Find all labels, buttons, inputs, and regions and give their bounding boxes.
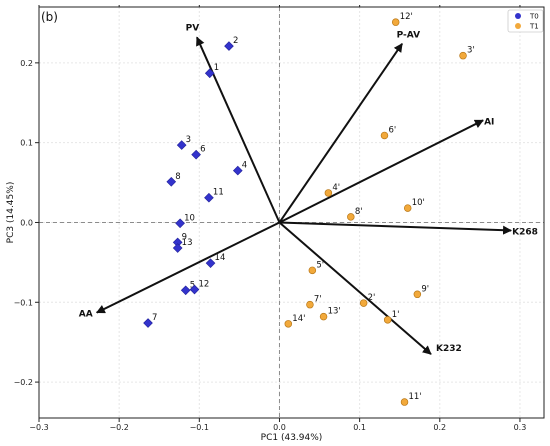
loading-label: PV — [186, 23, 200, 33]
axis-ticks: −0.3 −0.2 −0.1 0.0 0.1 0.2 0.3 −0.2 −0.1 0.0 0.1 0.… — [14, 5, 527, 432]
data-point-t1 — [324, 189, 333, 197]
plot-frame — [38, 6, 545, 419]
y-axis-label: PC3 (14.45%) — [6, 182, 16, 244]
x-axis-label: PC1 (43.94%) — [261, 433, 323, 443]
y-tick-label: −0.1 — [14, 298, 33, 307]
data-point-t0 — [143, 318, 153, 328]
point-label: 5 — [190, 280, 195, 290]
data-point-t1 — [380, 131, 389, 140]
data-point-t1 — [413, 290, 422, 299]
data-point-t0 — [224, 41, 234, 51]
point-label: 13' — [328, 307, 341, 317]
x-tick-label: 0.3 — [514, 423, 527, 432]
loading-label: AA — [79, 310, 93, 320]
loading-arrow — [279, 119, 484, 224]
data-point-t1 — [459, 51, 467, 60]
point-label: 1' — [392, 310, 400, 320]
point-label: 11 — [213, 188, 224, 198]
x-tick-label: −0.1 — [190, 423, 209, 432]
point-label: 2 — [233, 36, 238, 46]
point-label: 10' — [412, 198, 425, 208]
loading-arrow — [279, 221, 513, 235]
y-tick-label: 0.2 — [20, 59, 33, 68]
legend-swatch-t0 — [515, 13, 521, 19]
loading-label: K268 — [512, 227, 538, 237]
x-tick-label: 0.2 — [433, 423, 446, 432]
point-label: 3' — [467, 46, 475, 56]
data-point-t1 — [308, 266, 317, 275]
data-point-t0 — [191, 149, 201, 160]
data-point-t0 — [232, 165, 243, 176]
loading-arrow — [195, 36, 281, 223]
data-point-t0 — [176, 140, 187, 150]
x-tick-label: 0.0 — [273, 423, 286, 432]
grid — [38, 7, 544, 418]
point-label: 9' — [421, 284, 429, 294]
data-point-t1 — [400, 398, 409, 406]
loading-arrow — [278, 42, 403, 224]
point-label: 8 — [175, 172, 180, 182]
point-label: 13 — [182, 238, 193, 248]
point-label: 1 — [214, 63, 219, 73]
data-point-t0 — [189, 284, 200, 295]
loading-vectors: PV P-AV AI K268 K232 AA — [79, 23, 538, 355]
point-label: 9 — [182, 232, 187, 242]
y-tick-label: 0.1 — [20, 139, 33, 148]
point-label: 5' — [316, 260, 324, 270]
data-point-t1 — [383, 316, 392, 324]
panel-label: (b) — [41, 10, 58, 24]
loading-label: K232 — [436, 344, 462, 354]
point-label: 10 — [184, 213, 195, 223]
point-label: 8' — [355, 207, 363, 217]
data-point-t0 — [205, 258, 216, 269]
point-label: 4' — [332, 183, 340, 193]
data-point-t1 — [347, 213, 355, 221]
data-point-t0 — [204, 192, 214, 203]
point-label: 6 — [200, 145, 205, 155]
legend-entry: T0 — [529, 13, 539, 21]
loading-arrow — [95, 221, 280, 314]
y-tick-label: −0.2 — [14, 378, 33, 387]
data-point-t0 — [204, 68, 215, 79]
y-tick-label: 0.0 — [20, 218, 33, 227]
zero-lines — [39, 7, 544, 418]
data-point-t0 — [166, 176, 177, 187]
x-tick-label: −0.2 — [109, 423, 128, 432]
data-point-t0 — [172, 243, 183, 253]
legend-swatch-t1 — [515, 23, 521, 29]
data-point-t0 — [180, 285, 191, 296]
legend-entry: T1 — [529, 23, 539, 31]
loading-label: AI — [484, 117, 494, 127]
point-label: 12 — [199, 280, 210, 290]
data-point-t1 — [391, 18, 400, 26]
point-label: 11' — [409, 392, 422, 402]
x-tick-label: 0.1 — [353, 423, 366, 432]
data-point-t1 — [359, 299, 368, 307]
point-label: 7 — [152, 313, 157, 323]
data-point-t1 — [319, 312, 328, 321]
data-point-t1 — [306, 300, 314, 309]
point-label: 3 — [186, 135, 191, 145]
data-point-t1 — [403, 204, 412, 212]
loading-arrow — [278, 221, 432, 355]
point-label: 12' — [400, 12, 413, 22]
loading-label: P-AV — [397, 31, 421, 41]
point-label: 7' — [314, 295, 322, 305]
point-label: 14' — [292, 314, 305, 324]
data-point-t1 — [284, 320, 293, 328]
point-label: 14 — [215, 253, 226, 263]
point-label: 4 — [242, 161, 247, 171]
score-points: 12345678910111213141'2'3'4'5'6'7'8'9'10'… — [143, 12, 475, 406]
point-label: 2' — [368, 293, 376, 303]
x-tick-label: −0.3 — [29, 423, 48, 432]
data-point-t0 — [175, 218, 185, 229]
point-label: 6' — [388, 125, 396, 135]
